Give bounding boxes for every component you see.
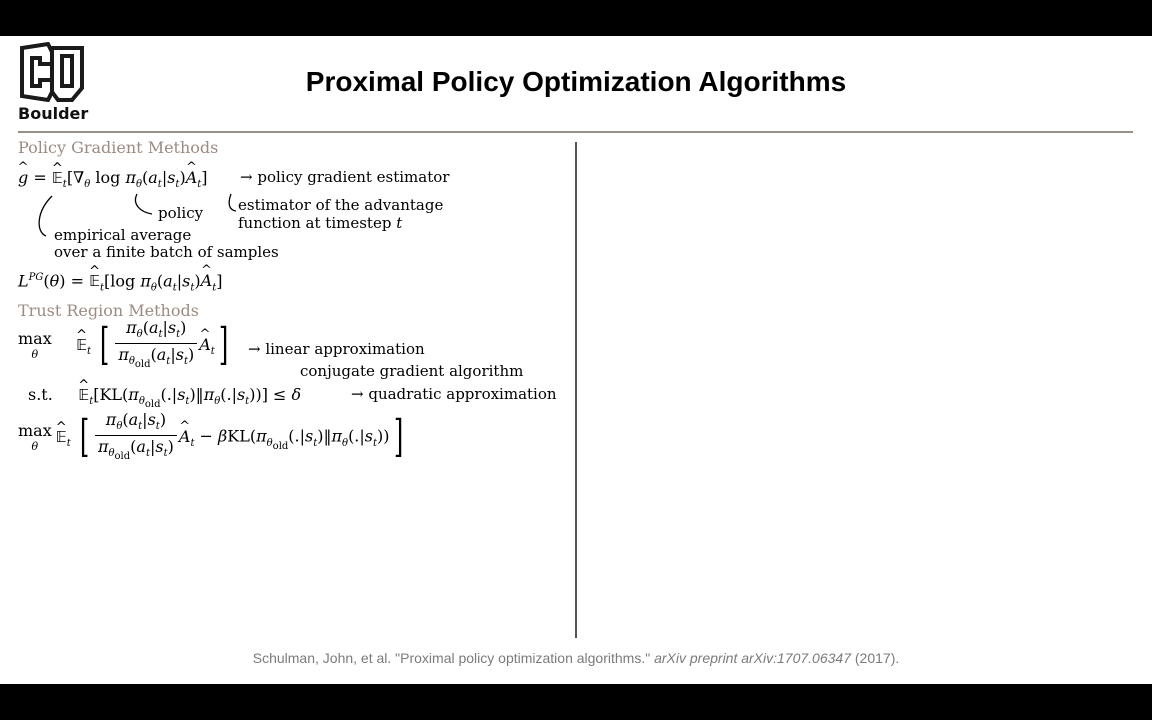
pg-estimator-note: → policy gradient estimator (240, 168, 450, 186)
logo-wordmark: Boulder (18, 104, 89, 123)
gradient-estimator-equation: g = 𝔼t[∇θ log πθ(at|st)At] (18, 169, 208, 190)
pg-objective-equation: LPG(θ) = 𝔼t[log πθ(at|st)At] (18, 273, 222, 294)
trust-region-heading: Trust Region Methods (18, 301, 199, 320)
slide-title: Proximal Policy Optimization Algorithms (305, 66, 847, 97)
empirical-note-line2: over a finite batch of samples (54, 243, 279, 261)
slide: Boulder Proximal Policy Optimization Alg… (0, 36, 1152, 684)
conjugate-gradient-note: conjugate gradient algorithm (300, 362, 524, 380)
advantage-note-line1: estimator of the advantage (238, 196, 444, 214)
citation: Schulman, John, et al. "Proximal policy … (252, 650, 900, 666)
trpo-constraint-equation: s.t. 𝔼t[KL(πθold(.|st)‖πθ(.|st))] ≤ δ (28, 386, 301, 410)
quadratic-approx-note: → quadratic approximation (351, 385, 557, 403)
linear-approx-note: → linear approximation (248, 340, 425, 358)
policy-note: policy (158, 204, 204, 222)
column-divider (575, 142, 577, 638)
policy-gradient-heading: Policy Gradient Methods (18, 138, 219, 157)
annotation-brackets (38, 193, 237, 237)
kl-penalty-objective-equation: maxθ𝔼t [πθ(at|st)πθold(at|st)At − βKL(πθ… (18, 411, 407, 462)
advantage-note-line2: function at timestep t (238, 214, 403, 232)
title-rule (18, 131, 1133, 133)
cu-boulder-logo: Boulder (18, 42, 89, 123)
empirical-note-line1: empirical average (54, 226, 192, 244)
